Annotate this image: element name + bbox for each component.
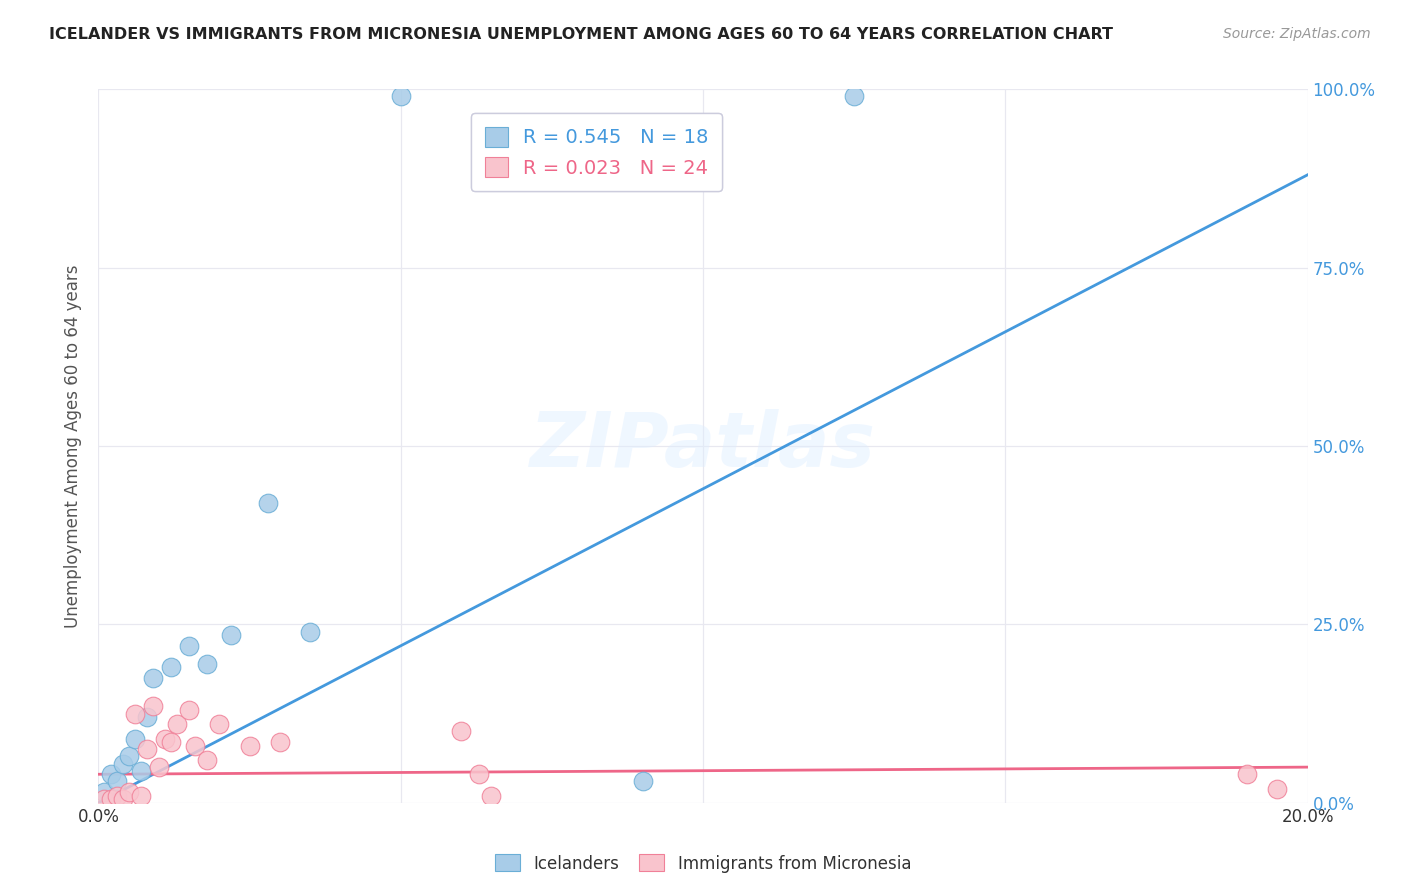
Point (93, 785, 115, 799)
Point (142, 671, 165, 685)
Point (389, 89, 412, 103)
Legend: Icelanders, Immigrants from Micronesia: Icelanders, Immigrants from Micronesia (488, 847, 918, 880)
Text: ZIPatlas: ZIPatlas (530, 409, 876, 483)
Y-axis label: Unemployment Among Ages 60 to 64 years: Unemployment Among Ages 60 to 64 years (65, 264, 83, 628)
Point (269, 735, 291, 749)
Point (100, 792, 122, 806)
Point (179, 703, 201, 717)
Point (179, 639, 201, 653)
Point (256, 496, 278, 510)
Point (124, 706, 146, 721)
Legend: R = 0.545   N = 18, R = 0.023   N = 24: R = 0.545 N = 18, R = 0.023 N = 24 (471, 113, 723, 191)
Text: Source: ZipAtlas.com: Source: ZipAtlas.com (1223, 27, 1371, 41)
Point (481, 789, 503, 803)
Text: ICELANDER VS IMMIGRANTS FROM MICRONESIA UNEMPLOYMENT AMONG AGES 60 TO 64 YEARS C: ICELANDER VS IMMIGRANTS FROM MICRONESIA … (49, 27, 1114, 42)
Point (184, 739, 207, 753)
Point (93, 792, 115, 806)
Point (118, 749, 141, 764)
Point (221, 628, 243, 642)
Point (160, 735, 183, 749)
Point (100, 767, 122, 781)
Point (135, 742, 157, 756)
Point (129, 789, 152, 803)
Point (239, 739, 262, 753)
Point (195, 657, 218, 671)
Point (153, 731, 176, 746)
Point (166, 717, 188, 731)
Point (105, 789, 128, 803)
Point (142, 699, 165, 714)
Point (299, 624, 322, 639)
Point (160, 660, 183, 674)
Point (631, 774, 654, 789)
Point (468, 767, 491, 781)
Point (111, 792, 134, 806)
Point (844, 89, 866, 103)
Point (105, 774, 128, 789)
Point (135, 710, 157, 724)
Point (118, 785, 141, 799)
Point (208, 717, 231, 731)
Point (124, 731, 146, 746)
Point (1236, 767, 1258, 781)
Point (148, 760, 170, 774)
Point (195, 753, 218, 767)
Point (450, 724, 472, 739)
Point (1267, 781, 1289, 796)
Point (111, 756, 134, 771)
Point (129, 764, 152, 778)
